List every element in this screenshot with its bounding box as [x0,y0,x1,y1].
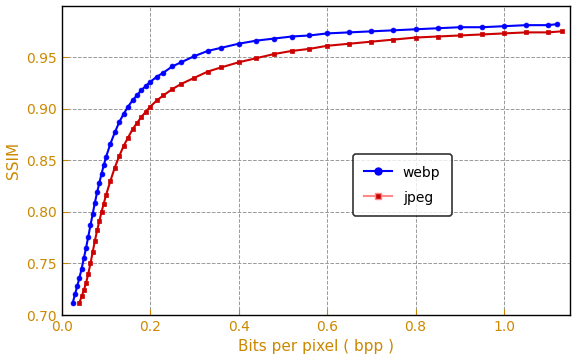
Y-axis label: SSIM: SSIM [6,142,21,179]
X-axis label: Bits per pixel ( bpp ): Bits per pixel ( bpp ) [238,339,394,355]
Legend: webp, jpeg: webp, jpeg [353,154,452,216]
